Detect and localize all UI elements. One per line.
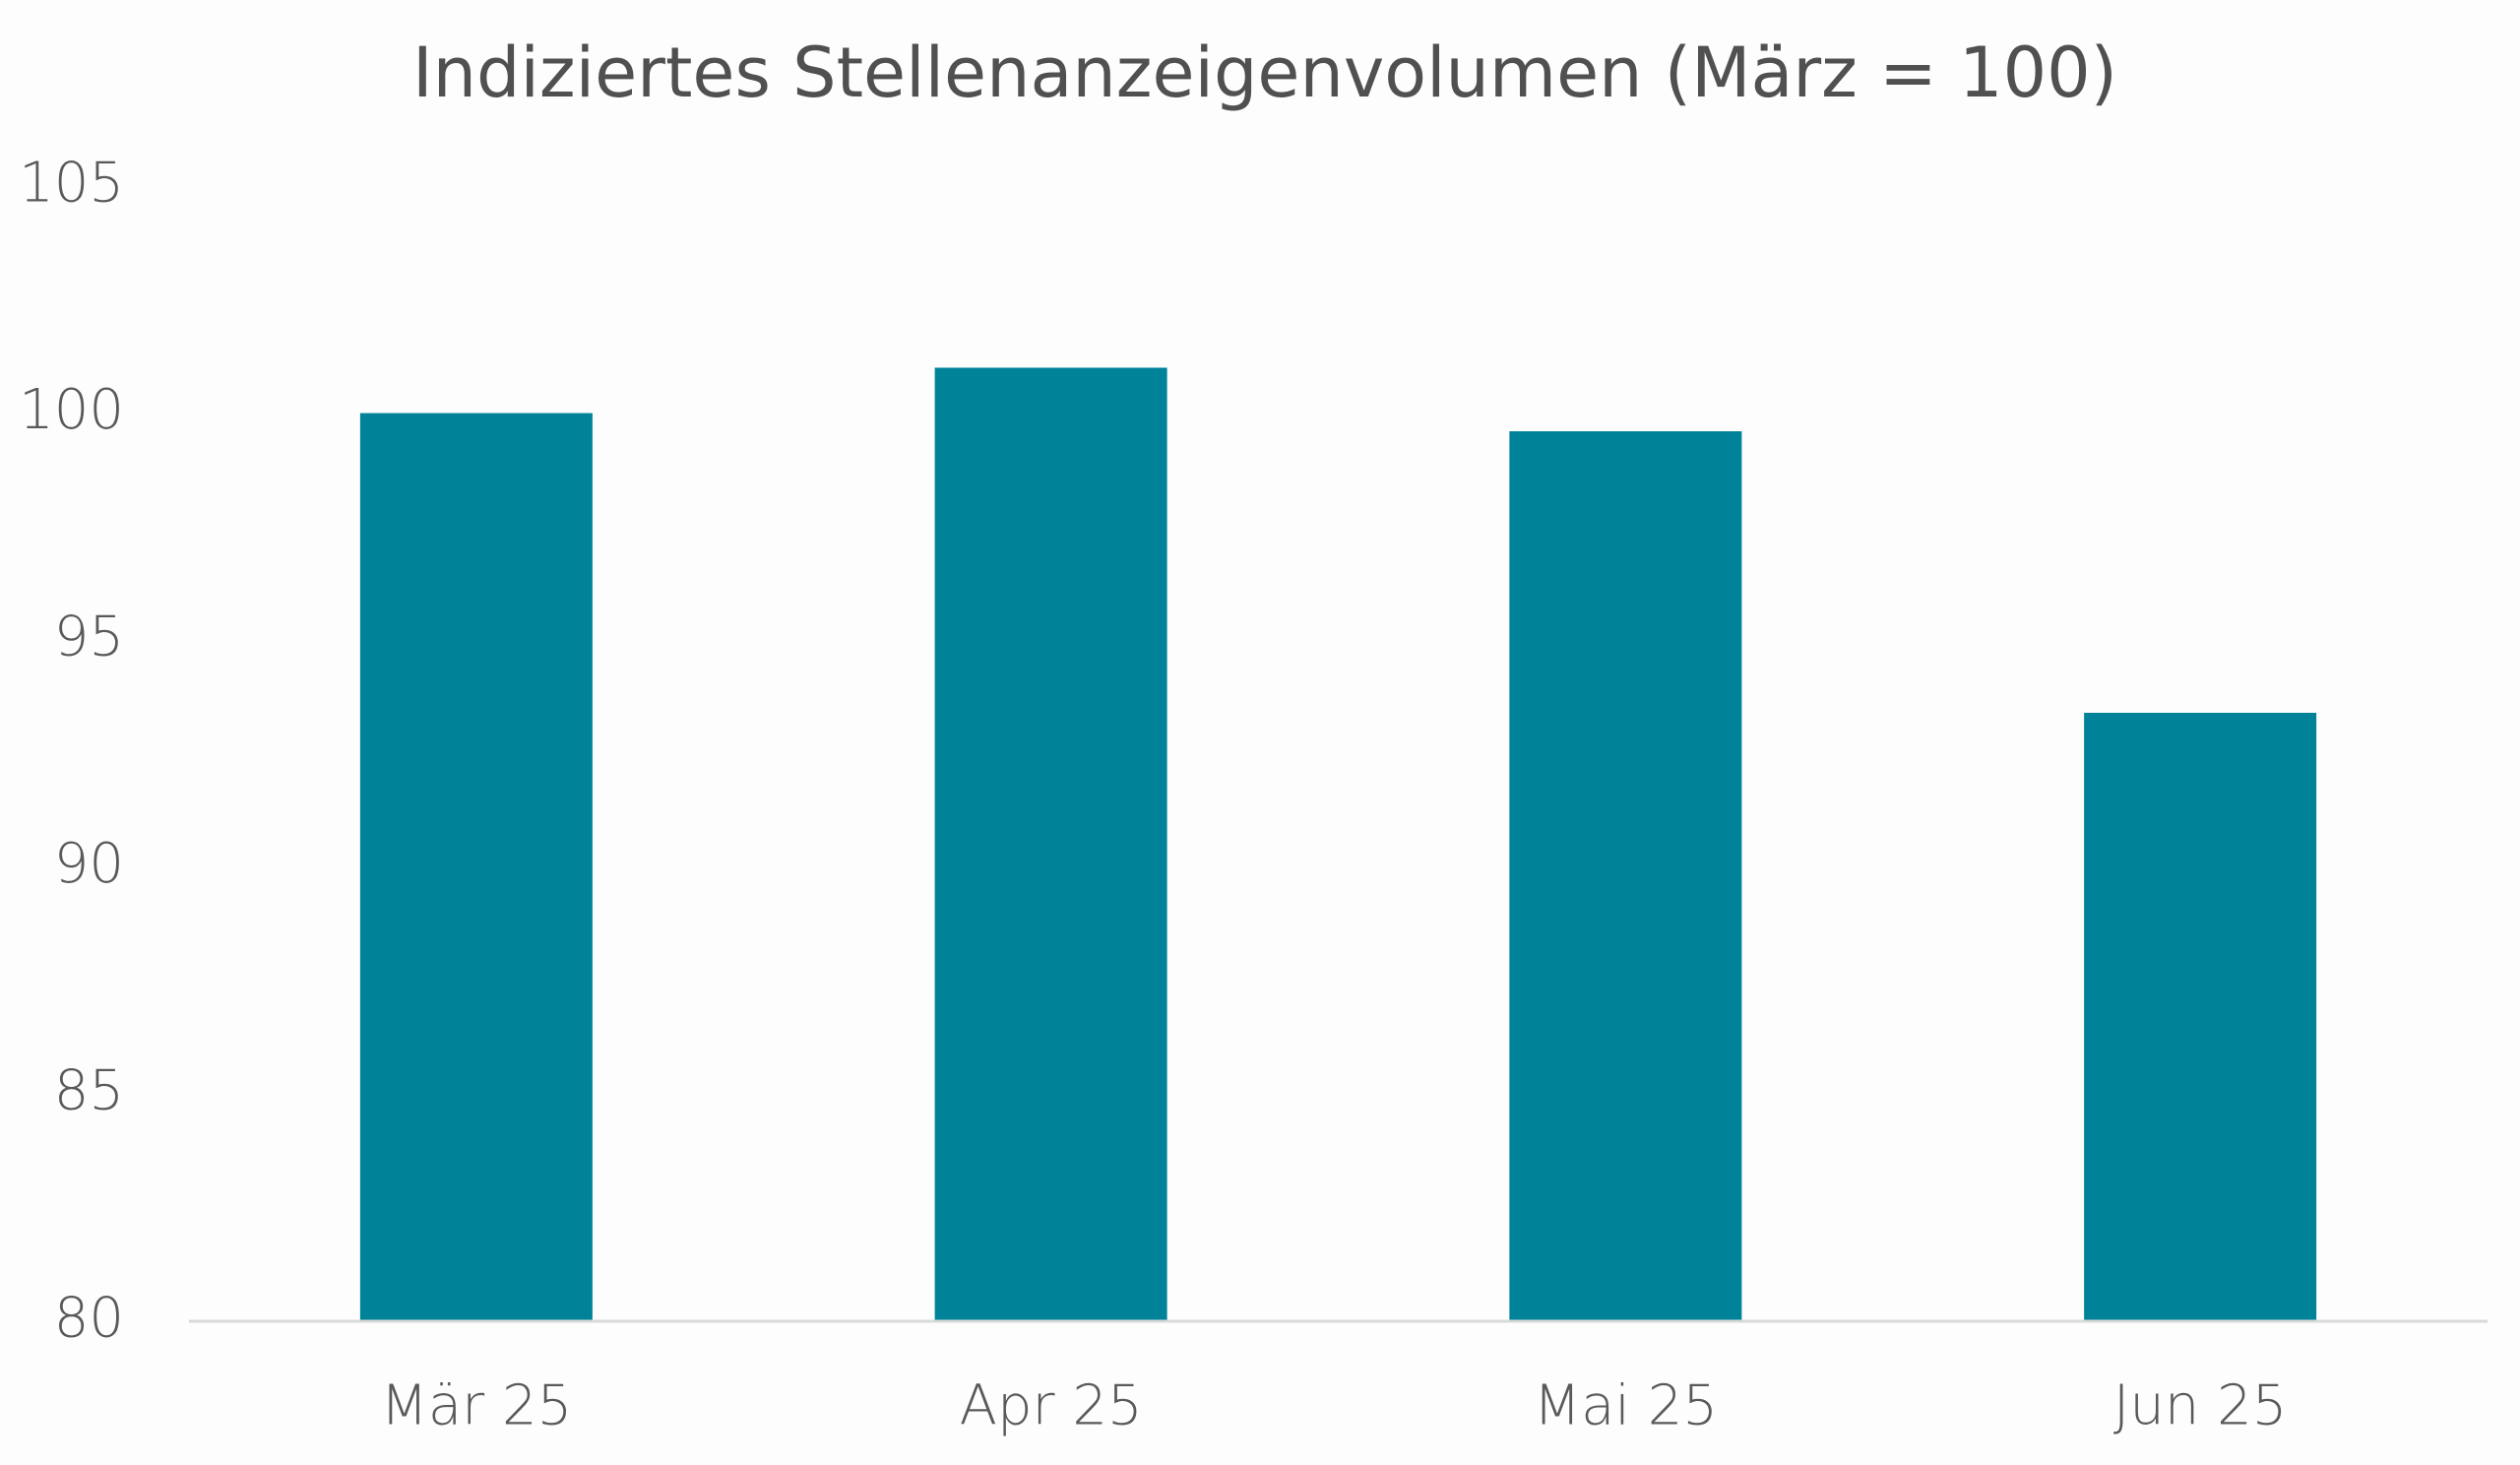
bar	[359, 413, 593, 1322]
bar	[934, 367, 1167, 1322]
chart-title: Indiziertes Stellenanzeigenvolumen (März…	[412, 32, 2117, 113]
x-tick-label: Mär 25	[381, 1373, 573, 1437]
bar	[2084, 712, 2317, 1321]
y-tick-label: 85	[54, 1059, 124, 1123]
y-tick-label: 105	[19, 151, 124, 215]
y-tick-label: 80	[54, 1286, 124, 1350]
y-tick-label: 90	[54, 832, 124, 896]
x-tick-label: Jun 25	[2113, 1373, 2288, 1437]
y-tick-label: 95	[54, 605, 124, 669]
x-tick-label: Apr 25	[960, 1373, 1143, 1437]
y-tick-label: 100	[19, 378, 124, 442]
x-tick-label: Mai 25	[1534, 1373, 1718, 1437]
bar	[1509, 431, 1742, 1322]
